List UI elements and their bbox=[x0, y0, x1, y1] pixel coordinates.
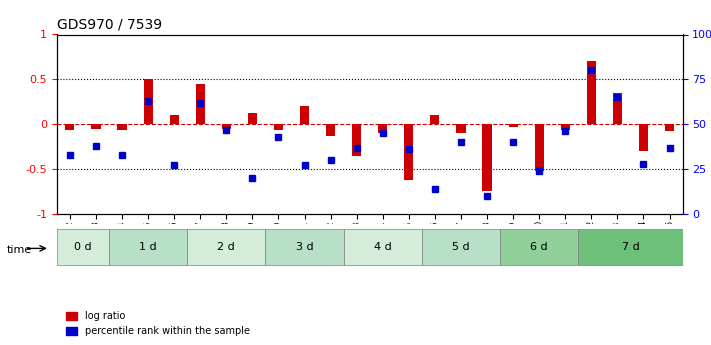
Bar bbox=[170, 115, 178, 124]
Text: time: time bbox=[7, 245, 33, 255]
Bar bbox=[587, 61, 596, 124]
Bar bbox=[405, 124, 413, 180]
Bar bbox=[109, 229, 187, 265]
Text: 2 d: 2 d bbox=[218, 242, 235, 252]
Bar bbox=[639, 124, 648, 151]
Bar bbox=[248, 112, 257, 124]
Bar bbox=[508, 124, 518, 127]
Bar bbox=[65, 124, 75, 130]
Bar bbox=[378, 124, 387, 133]
Bar bbox=[144, 79, 153, 124]
Bar bbox=[92, 124, 100, 129]
Text: 6 d: 6 d bbox=[530, 242, 548, 252]
Text: 3 d: 3 d bbox=[296, 242, 314, 252]
Bar bbox=[274, 124, 283, 130]
Bar bbox=[352, 124, 361, 156]
Text: 1 d: 1 d bbox=[139, 242, 157, 252]
Bar bbox=[265, 229, 343, 265]
Bar bbox=[561, 124, 570, 130]
Text: 5 d: 5 d bbox=[452, 242, 470, 252]
Bar bbox=[326, 124, 335, 136]
Text: 7 d: 7 d bbox=[621, 242, 639, 252]
Bar bbox=[343, 229, 422, 265]
Bar bbox=[456, 124, 466, 133]
Text: 0 d: 0 d bbox=[74, 242, 92, 252]
Legend: log ratio, percentile rank within the sample: log ratio, percentile rank within the sa… bbox=[62, 307, 254, 340]
Bar bbox=[578, 229, 683, 265]
Bar bbox=[483, 124, 491, 191]
Bar bbox=[430, 115, 439, 124]
Bar bbox=[300, 106, 309, 124]
Bar bbox=[222, 124, 231, 129]
Bar bbox=[535, 124, 544, 171]
Bar bbox=[187, 229, 265, 265]
Text: 4 d: 4 d bbox=[374, 242, 392, 252]
Bar bbox=[117, 124, 127, 130]
Bar bbox=[57, 229, 109, 265]
Bar bbox=[196, 84, 205, 124]
Bar bbox=[613, 93, 622, 124]
Bar bbox=[665, 124, 674, 131]
Text: GDS970 / 7539: GDS970 / 7539 bbox=[57, 18, 162, 32]
Bar bbox=[422, 229, 500, 265]
Bar bbox=[500, 229, 578, 265]
